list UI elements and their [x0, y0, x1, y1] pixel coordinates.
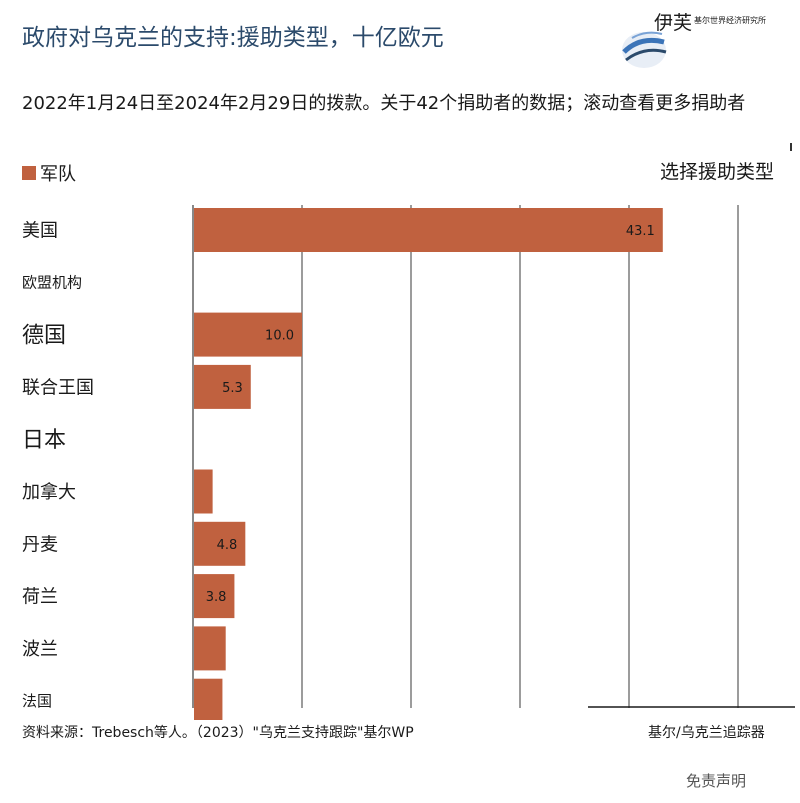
bar[interactable] — [194, 364, 251, 409]
category-label: 荷兰 — [22, 587, 58, 608]
bar-value-label: 3.8 — [206, 590, 227, 605]
legend-label: 军队 — [40, 164, 76, 185]
scroll-mark — [790, 143, 796, 151]
bar[interactable] — [194, 574, 235, 619]
category-label: 欧盟机构 — [22, 274, 82, 292]
category-label: 丹麦 — [22, 534, 58, 555]
source-note: 资料来源：Trebesch等人。（2023）"乌克兰支持跟踪"基尔WP — [22, 725, 414, 741]
bar-value-label: 4.8 — [217, 538, 238, 553]
category-label: 法国 — [22, 692, 52, 710]
kiel-institute-logo — [622, 31, 667, 68]
legend: 军队 — [22, 160, 76, 186]
bar[interactable] — [194, 678, 223, 720]
chart-subtitle: 2022年1月24日至2024年2月29日的拨款。关于42个捐助者的数据；滚动查… — [22, 93, 746, 114]
bar[interactable] — [194, 469, 213, 514]
aid-type-selector[interactable]: 选择援助类型 — [660, 161, 775, 183]
logo-subtext: 基尔世界经济研究所 — [694, 16, 766, 25]
bar[interactable] — [194, 312, 302, 357]
bar-value-label: 43.1 — [626, 224, 655, 239]
bar-value-label: 10.0 — [265, 329, 294, 344]
category-label: 德国 — [22, 324, 66, 349]
category-label: 联合王国 — [22, 377, 94, 398]
category-label: 美国 — [22, 220, 58, 241]
logo-text: 伊芙 — [654, 12, 693, 34]
legend-swatch — [22, 166, 36, 180]
category-label: 波兰 — [22, 639, 58, 660]
category-label: 加拿大 — [22, 481, 76, 503]
tracker-link[interactable]: 基尔/乌克兰追踪器 — [648, 725, 765, 741]
chart-title: 政府对乌克兰的支持:援助类型，十亿欧元 — [22, 25, 444, 51]
category-label: 日本 — [22, 428, 66, 453]
watermark: 免责声明 — [686, 772, 747, 790]
bar[interactable] — [194, 521, 246, 566]
bar[interactable] — [194, 208, 663, 252]
bar[interactable] — [194, 626, 226, 671]
bar-value-label: 5.3 — [222, 381, 243, 396]
